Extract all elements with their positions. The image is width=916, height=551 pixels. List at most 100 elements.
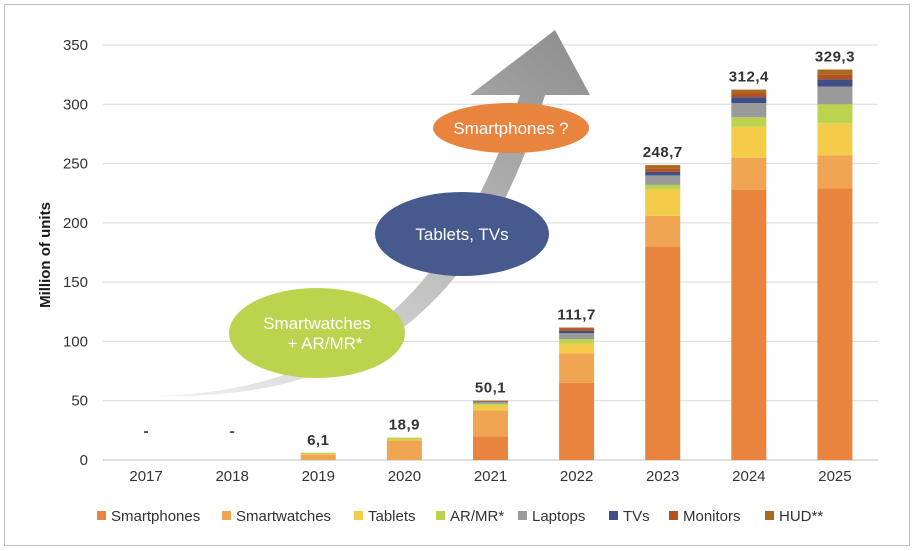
legend-label: Tablets [368,508,416,525]
total-label: 111,7 [557,307,595,324]
legend-item: Smartwatches [222,508,331,525]
x-tick-label: 2024 [732,468,765,485]
bar-segment [645,165,681,169]
legend-item: Tablets [354,508,416,525]
total-label: 329,3 [815,49,855,66]
legend-item: Monitors [669,508,741,525]
bar-segment [731,89,767,94]
legend-label: Smartphones [111,508,200,525]
bar-segment [559,343,595,354]
bar-segment [473,436,508,460]
y-tick-label: 200 [63,215,88,232]
legend-item: HUD** [765,508,823,525]
legend-item: Laptops [518,508,585,525]
x-tick-label: 2021 [474,468,507,485]
y-axis-label: Million of units [37,202,54,308]
legend-label: Smartwatches [236,508,331,525]
bar-segment [731,157,767,190]
annotation-ellipse [229,288,405,378]
bar-segment [645,168,681,172]
bars [300,69,853,460]
legend-label: HUD** [779,508,823,525]
legend-swatch [609,511,618,520]
bar-segment [817,79,853,87]
x-tick-label: 2017 [129,468,162,485]
bar-segment [559,333,595,340]
total-label: 6,1 [307,432,329,449]
bar-segment [731,189,767,460]
y-tick-label: 100 [63,333,88,350]
x-tick-label: 2020 [388,468,421,485]
bar-segment [473,402,508,404]
y-axis-ticks: 0 50 100 150 200 250 300 350 [63,37,88,469]
bar-segment [386,439,422,441]
y-tick-label: 350 [63,37,88,54]
bar-segment [731,126,767,158]
total-label: - [230,423,235,440]
total-label: 312,4 [729,69,769,86]
bar-segment [473,401,508,402]
legend: Smartphones Smartwatches Tablets AR/MR* Lapt… [97,508,823,525]
bar-segment [817,104,853,124]
total-label: - [143,423,148,440]
y-tick-label: 300 [63,96,88,113]
x-axis-ticks: 2017 2018 2019 2020 2021 2022 2023 2024 2025 [129,468,851,485]
x-tick-label: 2018 [215,468,248,485]
y-tick-label: 250 [63,156,88,173]
legend-item: Smartphones [97,508,200,525]
bar-segment [645,171,681,176]
bar-segment [817,69,853,75]
y-tick-label: 150 [63,274,88,291]
bar-segment [817,155,853,189]
annotation-text: Smartphones ? [453,119,568,138]
bar-segment [645,215,681,247]
bar-segment [559,382,595,460]
bar-segment [473,401,508,403]
bar-segment [300,452,336,455]
bar-segment [473,410,508,437]
bar-segment [300,454,336,460]
bar-segment [559,339,595,344]
legend-swatch [765,511,774,520]
bar-segment [731,97,767,104]
legend-swatch [97,511,106,520]
total-labels: - - 6,1 18,9 50,1 111,7 248,7 312,4 329,3 [143,49,855,449]
legend-label: TVs [623,508,650,525]
bar-segment [473,405,508,411]
legend-label: Monitors [683,508,741,525]
annotation-bubble: Tablets, TVs [375,192,549,276]
bar-segment [386,440,422,460]
bar-segment [559,330,595,334]
y-tick-label: 0 [80,452,88,469]
growth-arrow [155,30,590,397]
total-label: 248,7 [643,144,683,161]
bar-segment [386,437,422,440]
bar-segment [645,246,681,460]
x-tick-label: 2022 [560,468,593,485]
bar-segment [645,189,681,216]
bar-segment [817,188,853,460]
bar-segment [731,117,767,127]
total-label: 50,1 [475,380,506,397]
annotation-ellipse [375,192,549,276]
bar-segment [559,353,595,383]
annotation-bubble: Smartwatches + AR/MR* [229,288,405,378]
annotation-bubble: Smartphones ? [433,103,589,153]
bar-segment [473,403,508,406]
legend-item: TVs [609,508,650,525]
bar-segment [817,74,853,80]
bar-segment [559,328,595,331]
bar-segment [473,400,508,402]
legend-swatch [518,511,527,520]
x-tick-label: 2019 [302,468,335,485]
bar-segment [817,86,853,105]
legend-swatch [222,511,231,520]
bar-segment [645,184,681,190]
legend-swatch [354,511,363,520]
total-label: 18,9 [389,417,420,434]
legend-label: Laptops [532,508,585,525]
annotation-ellipse [433,103,589,153]
legend-swatch [669,511,678,520]
legend-item: AR/MR* [436,508,504,525]
